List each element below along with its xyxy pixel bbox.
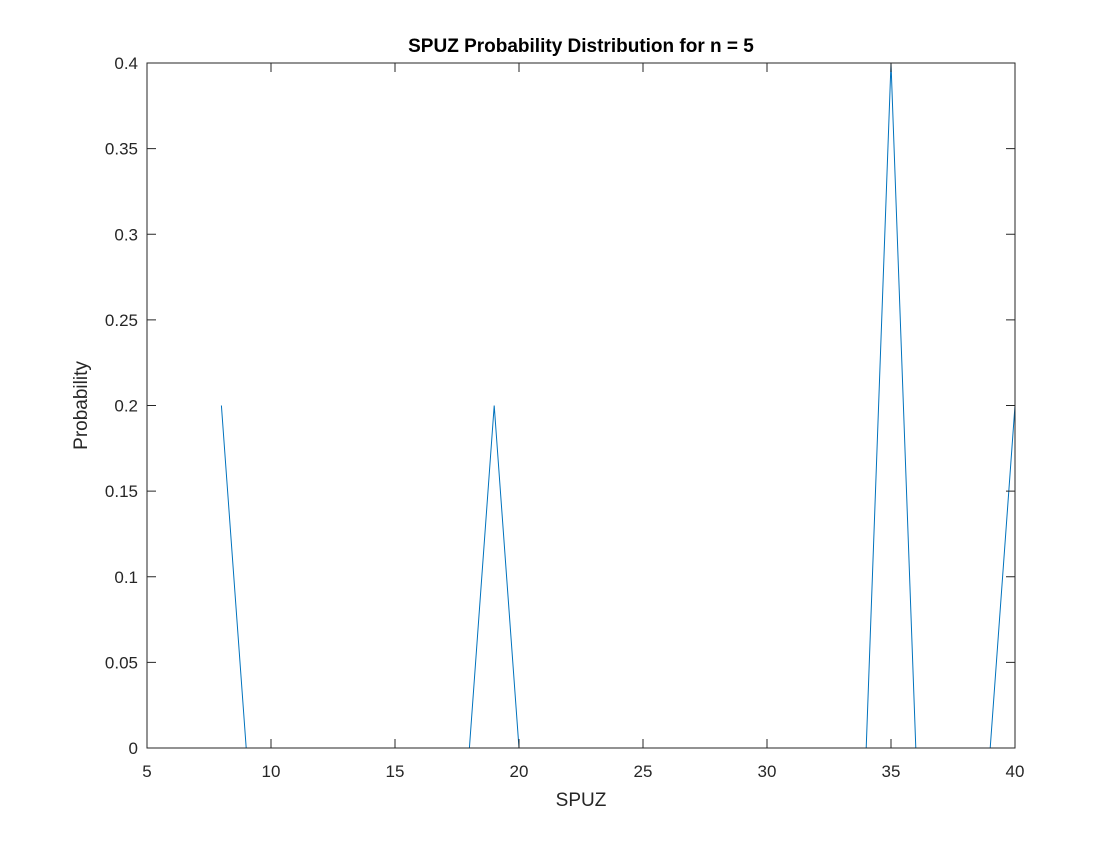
x-tick-label: 15 xyxy=(386,762,405,781)
x-tick-label: 35 xyxy=(882,762,901,781)
x-tick-label: 30 xyxy=(758,762,777,781)
x-tick-label: 5 xyxy=(142,762,151,781)
y-tick-label: 0.05 xyxy=(105,653,138,672)
x-tick-label: 10 xyxy=(262,762,281,781)
x-tick-label: 20 xyxy=(510,762,529,781)
series-layer xyxy=(220,62,1016,749)
series-line-0 xyxy=(220,62,1016,749)
y-tick-label: 0.35 xyxy=(105,140,138,159)
x-tick-label: 40 xyxy=(1006,762,1025,781)
y-tick-label: 0.15 xyxy=(105,482,138,501)
x-axis-label: SPUZ xyxy=(556,790,607,811)
y-tick-label: 0.4 xyxy=(114,54,138,73)
y-axis-label: Probability xyxy=(71,361,92,450)
chart-title: SPUZ Probability Distribution for n = 5 xyxy=(408,36,754,57)
y-tick-label: 0 xyxy=(129,739,138,758)
x-tick-label: 25 xyxy=(634,762,653,781)
y-tick-label: 0.3 xyxy=(114,225,138,244)
y-tick-label: 0.2 xyxy=(114,397,138,416)
axes-box xyxy=(146,62,1016,749)
y-tick-label: 0.25 xyxy=(105,311,138,330)
y-tick-label: 0.1 xyxy=(114,568,138,587)
ticks-layer: 5 10 15 20 25 30 35 40 0 0.05 0.1 0.15 0.2 0.25 0.3 0.3… xyxy=(105,54,1025,781)
